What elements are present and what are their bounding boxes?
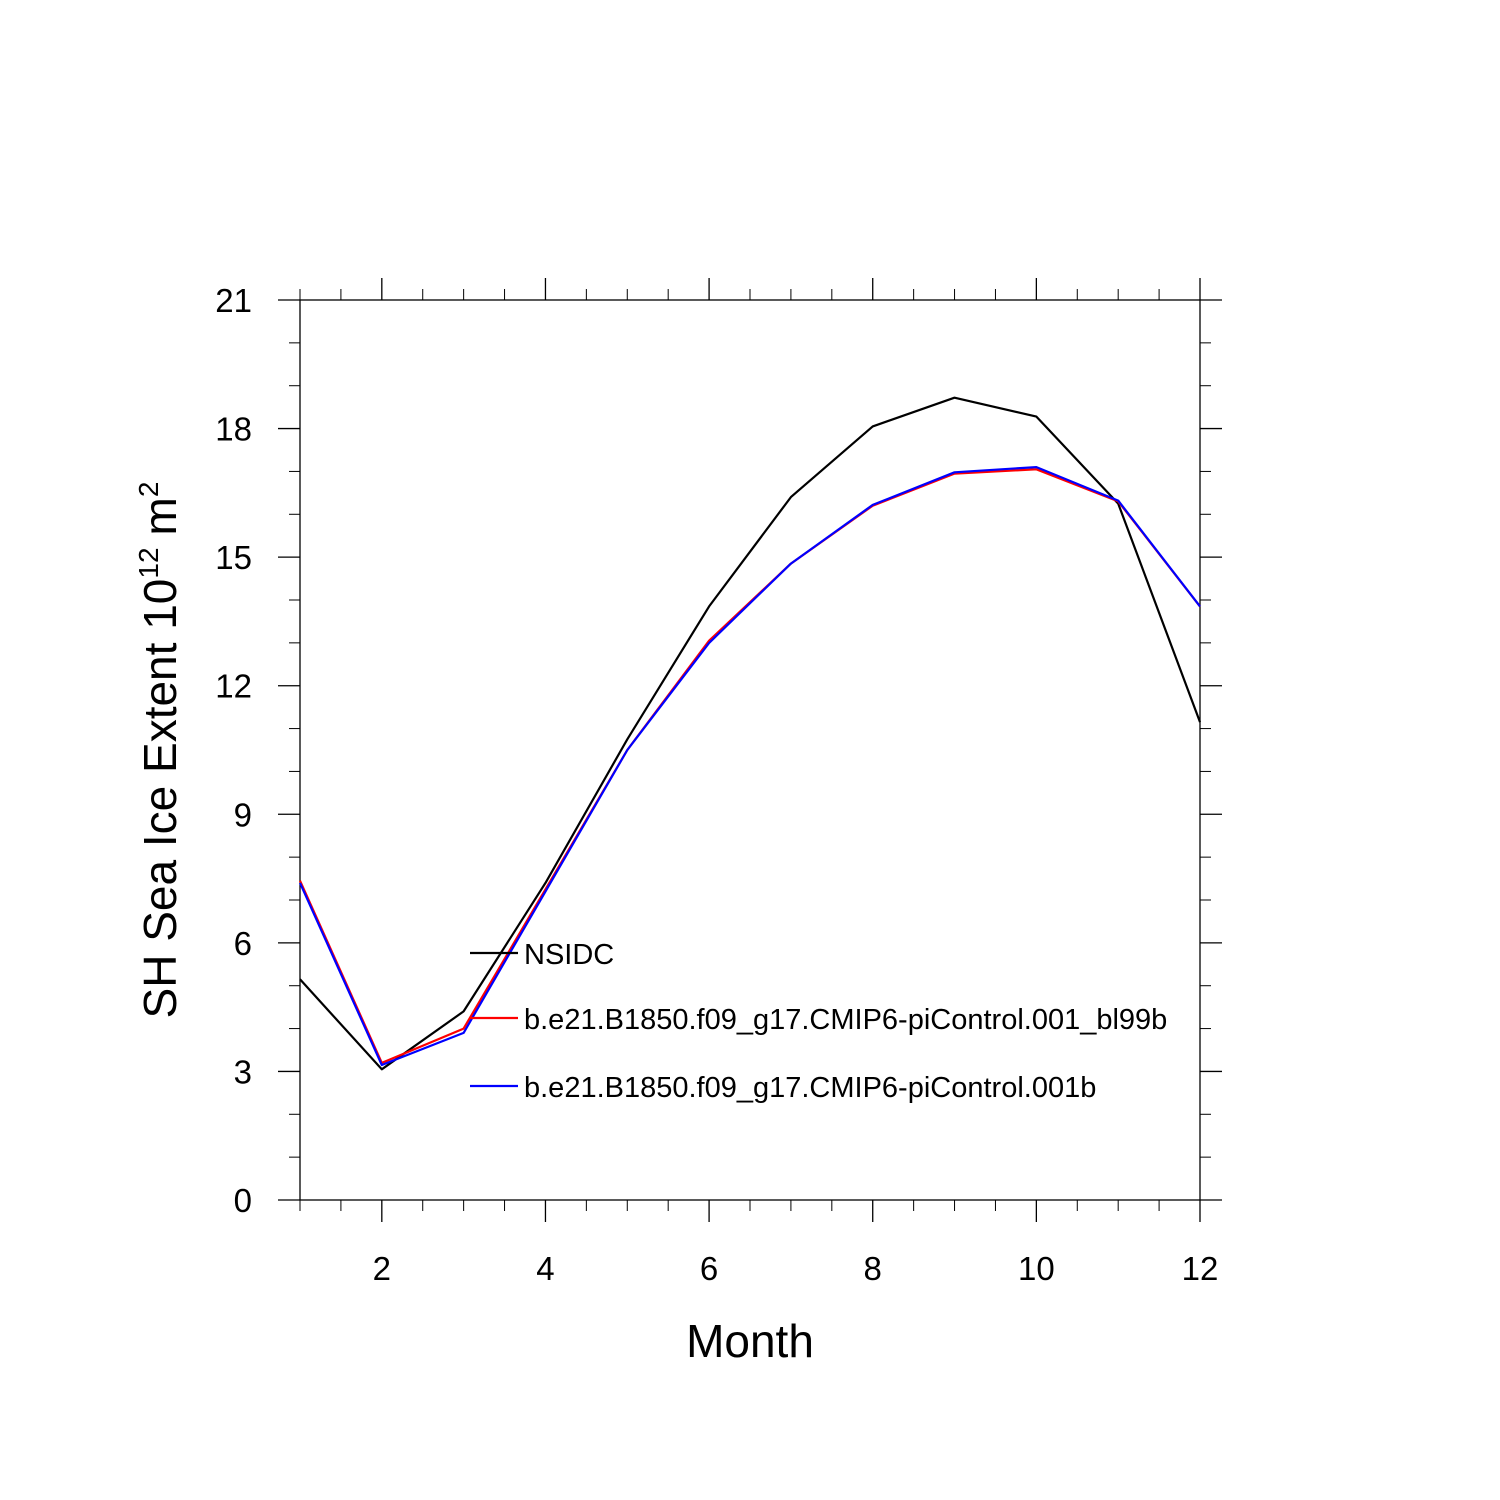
y-axis-title-unit: m xyxy=(134,497,186,535)
y-tick-label: 21 xyxy=(215,282,252,319)
y-tick-label: 15 xyxy=(215,539,252,576)
y-tick-label: 9 xyxy=(234,796,252,833)
legend: NSIDC b.e21.B1850.f09_g17.CMIP6-piControl… xyxy=(470,939,1167,1104)
legend-label-1: NSIDC xyxy=(524,939,614,971)
legend-label-3: b.e21.B1850.f09_g17.CMIP6-piControl.001b xyxy=(524,1072,1096,1104)
y-axis-title-main: SH Sea Ice Extent 10 xyxy=(134,579,186,1019)
axis-ticks xyxy=(278,278,1222,1222)
y-axis-title-unit-exponent: 2 xyxy=(133,482,164,498)
legend-label-2: b.e21.B1850.f09_g17.CMIP6-piControl.001_… xyxy=(524,1004,1167,1036)
x-tick-label: 8 xyxy=(864,1250,882,1287)
y-tick-label: 12 xyxy=(215,668,252,705)
x-tick-label: 4 xyxy=(536,1250,554,1287)
tick-labels: 2 4 6 8 10 12 0 3 6 9 12 15 18 21 xyxy=(215,282,1218,1287)
y-axis-title: SH Sea Ice Extent 1012 m2 xyxy=(133,482,186,1019)
plot-frame xyxy=(299,299,1201,1201)
x-tick-label: 12 xyxy=(1182,1250,1219,1287)
series-line-3 xyxy=(298,466,1201,1067)
x-tick-label: 2 xyxy=(373,1250,391,1287)
y-tick-label: 0 xyxy=(234,1182,252,1219)
x-tick-label: 6 xyxy=(700,1250,718,1287)
y-tick-label: 6 xyxy=(234,925,252,962)
y-axis-title-exponent: 12 xyxy=(133,547,164,578)
x-tick-label: 10 xyxy=(1018,1250,1055,1287)
y-tick-label: 3 xyxy=(234,1053,252,1090)
x-axis-title: Month xyxy=(686,1315,814,1367)
y-tick-label: 18 xyxy=(215,411,252,448)
series-line-1 xyxy=(299,396,1202,1071)
series-layer xyxy=(298,396,1202,1071)
